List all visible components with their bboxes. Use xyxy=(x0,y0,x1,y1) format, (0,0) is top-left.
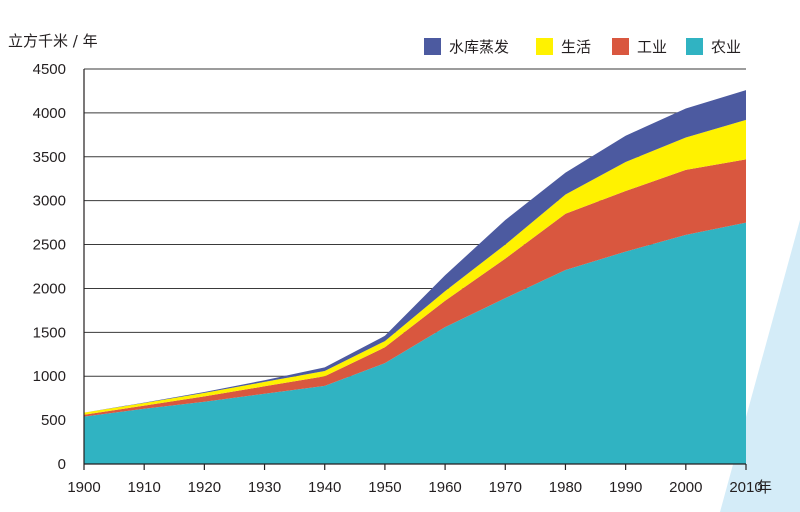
x-tick-labels: 1900 1910 1920 1930 1940 1950 1960 1970 1980 1990… xyxy=(67,479,762,496)
y-tick-label: 1500 xyxy=(33,324,66,341)
y-tick-label: 4000 xyxy=(33,105,66,122)
legend-swatch xyxy=(536,38,553,55)
y-tick-label: 0 xyxy=(58,456,66,473)
y-tick-labels: 0 500 1000 1500 2000 2500 3000 3500 4000 4500 xyxy=(33,61,66,473)
y-tick-label: 3500 xyxy=(33,149,66,166)
area-series-3 xyxy=(84,90,746,413)
plot-areas xyxy=(84,90,746,464)
legend-item: 工业 xyxy=(612,38,667,56)
legend: 水库蒸发 生活 工业 农业 xyxy=(424,38,741,56)
legend-item: 农业 xyxy=(686,38,741,56)
x-axis-unit-label: 年 xyxy=(757,479,772,496)
axes xyxy=(83,69,747,470)
x-tick-label: 1910 xyxy=(127,479,160,496)
legend-label: 水库蒸发 xyxy=(449,38,509,56)
y-axis-label: 立方千米 / 年 xyxy=(8,32,98,50)
x-tick-label: 2010 xyxy=(729,479,762,496)
y-tick-label: 4500 xyxy=(33,61,66,78)
y-tick-label: 3000 xyxy=(33,193,66,210)
area-series-0 xyxy=(84,222,746,464)
x-tick-label: 2000 xyxy=(669,479,702,496)
legend-swatch xyxy=(424,38,441,55)
y-tick-label: 2000 xyxy=(33,280,66,297)
x-tick-label: 1960 xyxy=(428,479,461,496)
x-tick-label: 1990 xyxy=(609,479,642,496)
legend-swatch xyxy=(612,38,629,55)
legend-item: 水库蒸发 xyxy=(424,38,509,56)
y-tick-label: 2500 xyxy=(33,237,66,254)
x-tick-label: 1900 xyxy=(67,479,100,496)
legend-swatch xyxy=(686,38,703,55)
y-tick-label: 500 xyxy=(41,412,66,429)
area-series-2 xyxy=(84,119,746,415)
x-tick-label: 1920 xyxy=(188,479,221,496)
x-tick-label: 1980 xyxy=(549,479,582,496)
x-tick-label: 1970 xyxy=(489,479,522,496)
x-tick-label: 1930 xyxy=(248,479,281,496)
legend-label: 生活 xyxy=(561,38,591,56)
legend-item: 生活 xyxy=(536,38,591,56)
y-tick-label: 1000 xyxy=(33,368,66,385)
legend-label: 工业 xyxy=(637,38,667,56)
x-tick-label: 1940 xyxy=(308,479,341,496)
x-tick-label: 1950 xyxy=(368,479,401,496)
legend-label: 农业 xyxy=(711,38,741,56)
area-series-1 xyxy=(84,159,746,417)
